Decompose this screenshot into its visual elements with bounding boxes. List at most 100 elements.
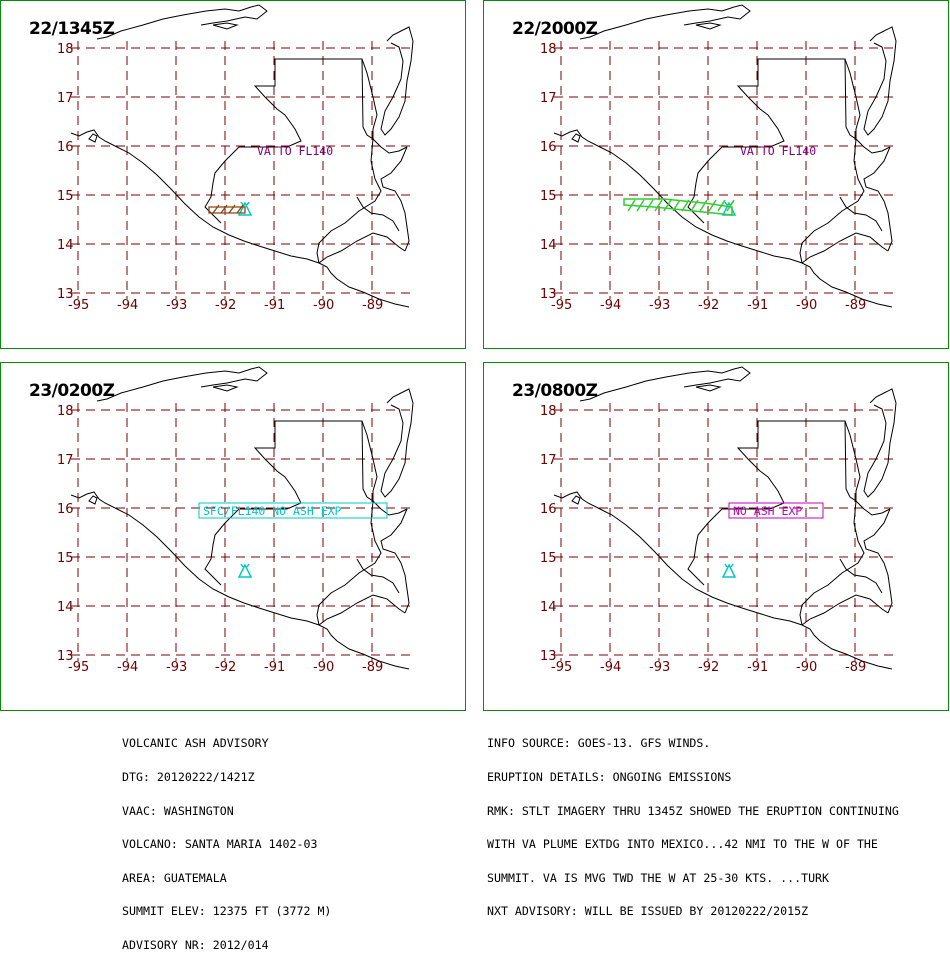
advisory-line: VAAC: WASHINGTON: [122, 803, 234, 818]
ash-cloud-area: [208, 204, 246, 214]
island-shape: [571, 495, 581, 505]
border-line: [801, 594, 889, 626]
latitude-label: 18: [57, 42, 74, 57]
latitude-label: 16: [540, 502, 557, 517]
latitude-label: 14: [540, 238, 557, 253]
latitude-label: 14: [57, 238, 74, 253]
longitude-label: -91: [747, 298, 768, 313]
panel-4: 18 17 16 15 14 13 -95 -94 -93 -92 -91 -90 -89 NO ASH …: [483, 362, 949, 711]
advisory-line: NXT ADVISORY: WILL BE ISSUED BY 20120222…: [487, 904, 809, 919]
ash-cloud-hatch: [220, 204, 228, 214]
border-line: [380, 388, 414, 498]
border-line: [356, 558, 400, 594]
border-line: [839, 558, 883, 594]
longitude-label: -89: [362, 660, 383, 675]
panel-1: 18 17 16 15 14 13 -95 -94 -93 -92 -91 -90 -89 VA TO F…: [0, 0, 466, 349]
latitude-label: 15: [57, 189, 74, 204]
border-line: [96, 366, 268, 402]
longitude-label: -93: [166, 660, 187, 675]
panel-time-1: 22/1345Z: [29, 19, 115, 39]
ash-cloud-hatch: [690, 199, 699, 212]
coastlines: [70, 4, 414, 308]
border-line: [380, 146, 410, 252]
volcano-plume-mark: [730, 563, 734, 568]
coastlines: [70, 366, 414, 670]
border-line: [687, 58, 857, 224]
border-line: [318, 232, 406, 264]
border-line: [70, 491, 410, 670]
panel-time-3: 23/0200Z: [29, 381, 115, 401]
island-shape: [571, 133, 581, 143]
border-line: [356, 196, 400, 232]
longitude-label: -89: [845, 660, 866, 675]
border-line: [863, 388, 897, 498]
ash-cloud-hatch: [708, 199, 717, 212]
border-line: [801, 232, 889, 264]
border-line: [204, 420, 374, 586]
latitude-label: 14: [57, 600, 74, 615]
border-line: [361, 58, 408, 154]
border-line: [380, 26, 414, 136]
longitude-label: -90: [796, 660, 817, 675]
border-line: [579, 4, 751, 40]
latitude-label: 16: [57, 140, 74, 155]
va-label: NO ASH EXP: [733, 504, 802, 518]
advisory-line: ERUPTION DETAILS: ONGOING EMISSIONS: [487, 770, 732, 784]
island-shape: [212, 22, 239, 30]
longitude-label: -90: [313, 660, 334, 675]
longitude-label: -94: [600, 660, 621, 675]
border-line: [863, 26, 897, 136]
volcano-plume-mark: [246, 563, 250, 568]
island-shape: [695, 384, 722, 392]
map-1: 18 17 16 15 14 13-95 -94 -93 -92 -91 -90 -89 VA TO F…: [57, 4, 414, 313]
longitude-label: -91: [264, 298, 285, 313]
coastlines: [553, 366, 897, 670]
longitude-label: -91: [747, 660, 768, 675]
ash-cloud-hatch: [236, 204, 244, 214]
border-line: [553, 129, 893, 308]
border-line: [316, 138, 382, 264]
border-line: [799, 500, 865, 626]
latitude-label: 16: [57, 502, 74, 517]
ash-cloud-hatch: [228, 204, 236, 214]
longitude-label: -93: [649, 660, 670, 675]
latitude-label: 15: [540, 551, 557, 566]
latitude-label: 17: [57, 91, 74, 106]
latitude-label: 13: [540, 287, 557, 302]
ash-cloud-hatch: [654, 199, 663, 212]
panel-2: 18 17 16 15 14 13 -95 -94 -93 -92 -91 -90 -89 VA TO F…: [483, 0, 949, 349]
longitude-label: -94: [600, 298, 621, 313]
border-line: [839, 196, 883, 232]
advisory-line: VOLCANO: SANTA MARIA 1402-03: [122, 837, 318, 852]
volcano-icon: [237, 201, 253, 216]
border-line: [70, 129, 410, 308]
longitude-label: -89: [845, 298, 866, 313]
latitude-label: 15: [57, 551, 74, 566]
ash-cloud-hatch: [627, 199, 636, 212]
graticule: [71, 403, 413, 661]
latitude-label: 13: [57, 287, 74, 302]
ash-cloud-area: [623, 198, 735, 216]
island-shape: [695, 22, 722, 30]
longitude-label: -91: [264, 660, 285, 675]
border-line: [863, 146, 893, 252]
longitude-label: -95: [68, 298, 89, 313]
latitude-label: 13: [540, 649, 557, 664]
island-shape: [88, 495, 98, 505]
advisory-line: INFO SOURCE: GOES-13. GFS WINDS.: [487, 736, 711, 751]
ash-cloud-hatch: [212, 204, 220, 214]
longitude-label: -95: [551, 298, 572, 313]
longitude-label: -90: [313, 298, 334, 313]
border-line: [579, 366, 751, 402]
ash-cloud-hatch: [681, 199, 690, 212]
latitude-label: 13: [57, 649, 74, 664]
volcano-plume-mark: [724, 201, 728, 206]
longitude-label: -95: [68, 660, 89, 675]
border-line: [553, 491, 893, 670]
longitude-label: -92: [698, 660, 719, 675]
ash-cloud-hatch: [645, 199, 654, 212]
island-shape: [88, 133, 98, 143]
latitude-label: 17: [540, 453, 557, 468]
va-label-box: [198, 502, 388, 519]
advisory-line: ADVISORY NR: 2012/014: [122, 937, 269, 952]
